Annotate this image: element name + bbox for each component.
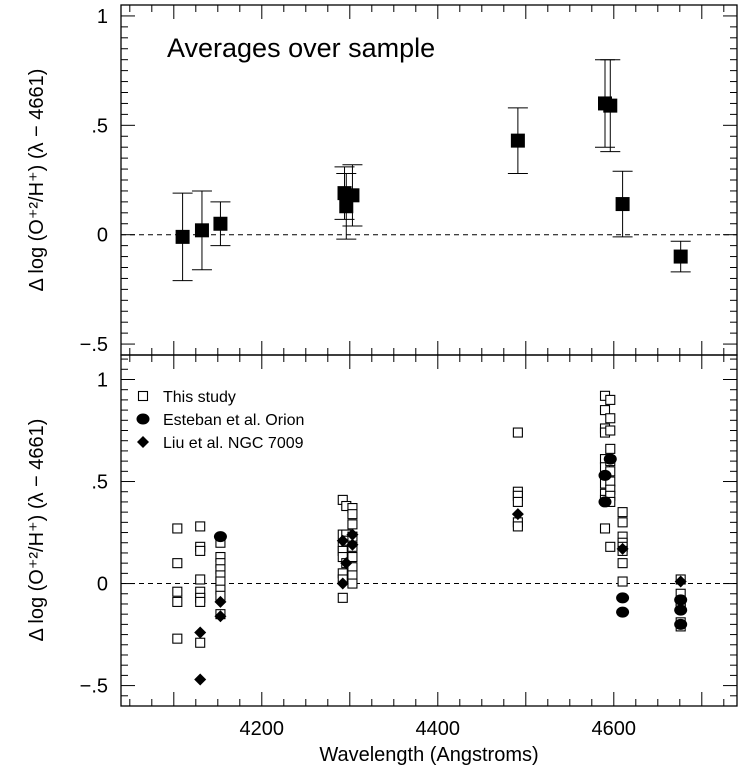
data-point: [346, 528, 359, 541]
data-point: [674, 575, 687, 588]
data-point: [336, 534, 349, 547]
y-tick-label: 1: [97, 369, 108, 391]
data-point: [347, 551, 358, 563]
data-point: [617, 517, 628, 528]
data-point: [616, 592, 630, 604]
data-point: [603, 98, 618, 113]
data-point: [194, 626, 207, 639]
data-point: [347, 519, 358, 530]
data-point: [339, 199, 354, 214]
y-tick-label: 0: [97, 225, 108, 247]
data-point: [512, 521, 523, 532]
data-point: [172, 523, 183, 534]
legend-marker: [136, 413, 150, 425]
data-point: [346, 538, 359, 551]
data-point: [599, 405, 611, 416]
data-point: [347, 578, 358, 589]
legend: This study Esteban et al. Orion Liu et al.…: [136, 389, 304, 452]
data-point: [172, 633, 183, 644]
data-point: [617, 558, 628, 569]
y-tick-label: .5: [91, 115, 108, 137]
data-point: [195, 574, 206, 585]
series-this-study: [172, 390, 686, 648]
legend-label: Liu et al. NGC 7009: [163, 435, 304, 452]
data-point: [214, 595, 227, 608]
data-point: [337, 592, 348, 603]
series-esteban-et-al-orion: [213, 453, 688, 630]
x-tick-label: 4600: [592, 718, 637, 740]
y-axis-title: Δ log (O⁺²/H⁺) (λ − 4661): [26, 419, 48, 642]
data-point: [340, 557, 353, 570]
y-tick-label: −.5: [80, 334, 108, 356]
data-point: [511, 508, 524, 521]
legend-label: This study: [163, 389, 236, 406]
plot-frame: [120, 354, 738, 707]
series-liu-et-al-ngc-7009: [194, 508, 687, 686]
data-point: [674, 618, 688, 630]
data-point: [605, 394, 616, 405]
legend-label: Esteban et al. Orion: [163, 412, 304, 429]
data-point: [617, 507, 628, 518]
data-point: [336, 577, 349, 590]
y-axis-title: Δ log (O⁺²/H⁺) (λ − 4661): [26, 69, 48, 292]
data-point: [674, 594, 688, 606]
data-point: [195, 596, 206, 607]
data-point: [616, 606, 630, 618]
data-point: [175, 229, 190, 244]
data-point: [512, 496, 523, 507]
x-tick-label: 4200: [240, 718, 285, 740]
data-point: [347, 509, 358, 520]
y-tick-label: .5: [91, 472, 108, 494]
data-point: [605, 541, 616, 552]
data-point: [512, 427, 523, 438]
data-point: [598, 469, 612, 481]
data-point: [674, 604, 688, 616]
data-point: [615, 197, 630, 212]
y-tick-label: 0: [97, 574, 108, 596]
data-point: [172, 596, 183, 607]
data-point: [599, 523, 611, 534]
data-point: [510, 133, 525, 148]
top-panel-averages: 1 .5 0 −.5 Δ log (O⁺²/H⁺) (λ − 4661) Averages…: [26, 4, 738, 356]
data-point: [598, 496, 612, 508]
data-point: [195, 545, 206, 556]
panel-title: Averages over sample: [167, 33, 435, 63]
data-point: [172, 586, 183, 597]
data-point: [213, 216, 228, 231]
y-tick-label: −.5: [80, 676, 108, 698]
data-point: [605, 425, 616, 436]
data-point: [195, 637, 206, 648]
x-tick-label: 4400: [416, 718, 461, 740]
data-point: [605, 443, 616, 454]
data-point: [617, 576, 628, 587]
data-point: [603, 453, 617, 465]
x-axis-title: Wavelength (Angstroms): [319, 744, 538, 766]
y-tick-label: 1: [97, 6, 108, 28]
data-point: [213, 531, 227, 543]
data-point: [195, 521, 206, 532]
data-point: [194, 223, 209, 238]
legend-marker: [137, 436, 149, 448]
data-point: [616, 542, 629, 555]
data-point: [345, 188, 360, 203]
bottom-panel-individual-lines: 1 .5 0 −.5 4200 4400 4600 Δ log (O⁺²/H⁺) (λ − 4…: [26, 354, 738, 766]
legend-marker: [137, 390, 149, 402]
data-point: [605, 413, 616, 424]
series-averages: [172, 59, 691, 282]
data-point: [194, 673, 207, 686]
data-point: [673, 249, 688, 264]
data-point: [172, 558, 183, 569]
data-point: [214, 610, 227, 623]
